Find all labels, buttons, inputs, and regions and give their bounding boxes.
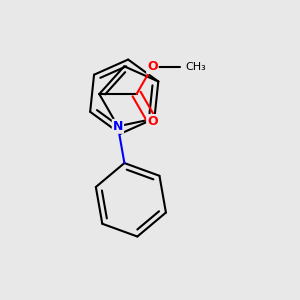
Text: N: N: [113, 120, 123, 133]
Text: O: O: [147, 60, 158, 73]
Text: CH₃: CH₃: [185, 61, 206, 72]
Text: O: O: [147, 115, 158, 128]
